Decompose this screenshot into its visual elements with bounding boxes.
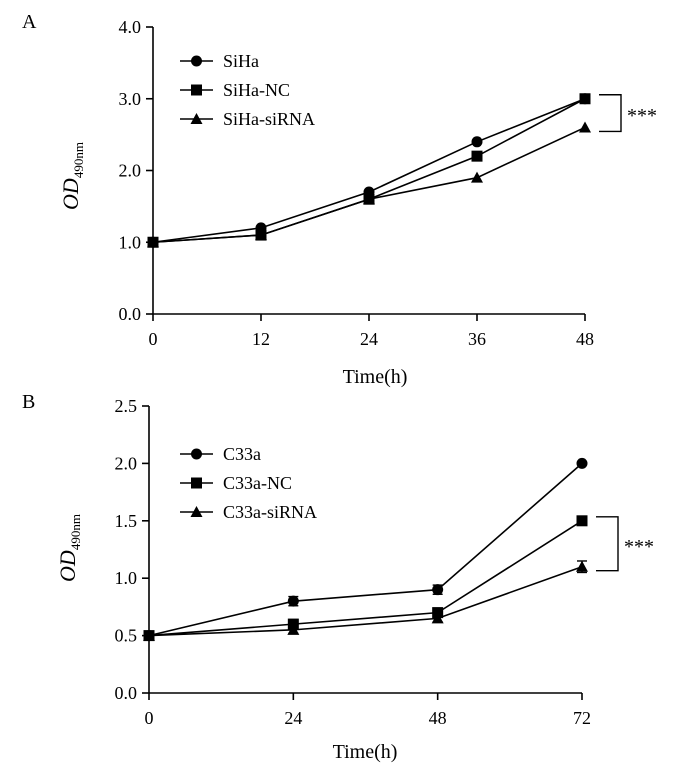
data-point: [579, 121, 591, 133]
y-axis-label-subscript: 490nm: [71, 142, 86, 178]
y-tick-label: 4.0: [119, 17, 142, 37]
series-line: [148, 520, 583, 637]
y-tick-label: 2.0: [115, 453, 138, 473]
legend-marker: [190, 113, 203, 124]
x-tick-label: 36: [468, 329, 486, 349]
y-tick-label: 3.0: [119, 89, 142, 109]
significance-bracket: ***: [599, 94, 657, 133]
x-tick-label: 48: [429, 708, 447, 728]
data-point: [287, 595, 299, 607]
legend-label: SiHa: [223, 51, 259, 71]
data-point: [579, 93, 591, 105]
legend-marker: [191, 55, 202, 67]
data-point: [363, 193, 375, 205]
data-point: [143, 629, 155, 641]
x-tick-label: 0: [145, 708, 154, 728]
y-tick-label: 0.0: [119, 304, 142, 324]
y-tick-label: 2.5: [115, 396, 138, 416]
data-point: [431, 612, 444, 624]
panel-label: B: [22, 391, 35, 413]
series-line: [152, 98, 586, 244]
y-axis-label-main: OD: [58, 178, 83, 210]
panel-b: B 0.00.51.01.52.02.50 24 48 72 C33aC33a-NCC…: [22, 391, 654, 763]
series-line: [148, 565, 583, 637]
y-tick-label: 1.0: [119, 232, 142, 252]
x-tick-label: 72: [573, 708, 591, 728]
data-point: [471, 171, 483, 183]
series-line: [152, 126, 586, 244]
significance-stars: ***: [627, 105, 657, 127]
axes: 0.0 0.5 1.0 1.5 2.0 2.5 0 24 48 72: [115, 396, 592, 728]
data-point: [576, 515, 588, 527]
series-markers: [147, 93, 591, 248]
x-tick-label: 48: [576, 329, 594, 349]
legend: C33a C33a-NC C33a-siRNA: [180, 444, 317, 522]
x-tick-label: 12: [252, 329, 270, 349]
legend-marker: [191, 448, 202, 460]
axes: 0.0 1.0 2.0 3.0 4.0 0 12 24 36 48: [119, 17, 595, 349]
data-point: [471, 136, 483, 148]
panel-label: A: [22, 11, 37, 33]
series-lines: [152, 98, 586, 244]
legend-marker: [190, 506, 203, 517]
bracket-line: [599, 94, 622, 133]
y-tick-label: 0.0: [115, 683, 138, 703]
legend-label: SiHa-siRNA: [223, 109, 315, 129]
y-axis-label: OD490nm: [55, 514, 83, 582]
x-axis-label: Time(h): [343, 366, 408, 388]
x-tick-label: 24: [284, 708, 302, 728]
series-markers: [143, 457, 588, 642]
significance-bracket: ***: [596, 516, 654, 572]
data-point: [255, 229, 267, 241]
data-point: [147, 236, 159, 248]
series-line: [152, 98, 586, 244]
x-tick-label: 0: [149, 329, 158, 349]
series-line: [148, 462, 583, 637]
x-tick-label: 24: [360, 329, 378, 349]
y-axis-label-subscript: 490nm: [68, 514, 83, 550]
significance-stars: ***: [624, 536, 654, 558]
data-point: [576, 457, 588, 469]
legend-label: C33a: [223, 444, 261, 464]
data-point: [287, 623, 300, 635]
series-lines: [148, 462, 583, 637]
y-tick-label: 1.5: [115, 511, 138, 531]
legend-label: SiHa-NC: [223, 80, 290, 100]
bracket-line: [596, 516, 619, 572]
y-axis-label-main: OD: [55, 550, 80, 582]
data-point: [576, 560, 588, 572]
legend-label: C33a-NC: [223, 473, 292, 493]
legend: SiHa SiHa-NC SiHa-siRNA: [180, 51, 315, 129]
data-point: [471, 150, 483, 162]
legend-label: C33a-siRNA: [223, 502, 317, 522]
y-tick-label: 1.0: [115, 568, 138, 588]
y-tick-label: 0.5: [115, 626, 138, 646]
data-point: [432, 584, 444, 596]
y-tick-label: 2.0: [119, 161, 142, 181]
panel-a: A 0.01.02.03.04.00 12 24 36 48 SiHaSiHa-NCSi…: [22, 11, 657, 388]
y-axis-label: OD490nm: [58, 142, 86, 210]
x-axis-label: Time(h): [333, 741, 398, 763]
legend-marker: [191, 84, 202, 96]
legend-marker: [191, 477, 202, 489]
